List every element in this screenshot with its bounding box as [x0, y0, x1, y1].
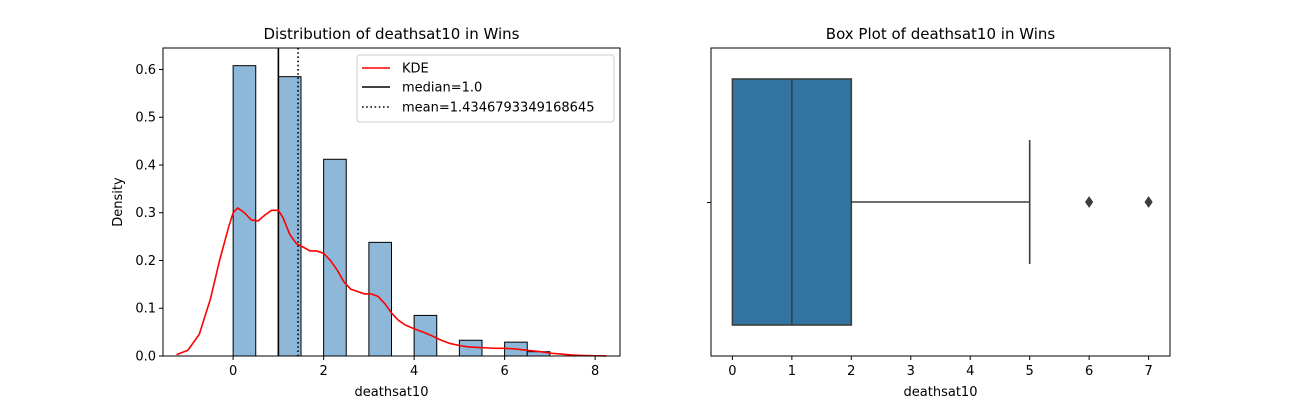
histogram-y-tick-label: 0.5 — [135, 111, 156, 126]
outlier-point — [1144, 196, 1153, 208]
legend: KDE median=1.0 mean=1.4346793349168645 — [356, 54, 615, 123]
boxplot-x-tick-label: 7 — [1144, 364, 1152, 379]
histogram-x-axis-label: deathsat10 — [355, 385, 429, 400]
histogram-y-tick-label: 0.3 — [135, 206, 156, 221]
boxplot-x-tick-label: 2 — [847, 364, 855, 379]
histogram-title: Distribution of deathsat10 in Wins — [263, 25, 519, 43]
histogram-y-axis-label: Density — [111, 177, 126, 227]
boxplot-x-ticks: 0 1 2 3 4 5 6 7 — [728, 356, 1153, 379]
histogram-y-tick-label: 0.1 — [135, 302, 156, 317]
boxplot-x-tick-label: 0 — [728, 364, 736, 379]
boxplot-x-tick-label: 1 — [788, 364, 796, 379]
histogram-axes-frame — [162, 47, 621, 357]
histogram-y-tick-label: 0.2 — [135, 254, 156, 269]
histogram-y-tick-label: 0.6 — [135, 63, 156, 78]
boxplot-x-axis-label: deathsat10 — [904, 385, 978, 400]
legend-mean-label: mean=1.4346793349168645 — [402, 101, 595, 116]
boxplot-x-tick-label: 3 — [907, 364, 915, 379]
histogram-y-ticks: 0.0 0.1 0.2 0.3 0.4 0.5 0.6 — [135, 63, 163, 365]
histogram-bars — [232, 65, 551, 357]
histogram-panel: Distribution of deathsat10 in Wins 0 2 4 6 8… — [111, 25, 621, 400]
histogram-x-tick-label: 0 — [229, 364, 237, 379]
boxplot-x-tick-label: 6 — [1085, 364, 1093, 379]
histogram-y-tick-label: 0.4 — [135, 158, 156, 173]
histogram-x-tick-label: 6 — [500, 364, 508, 379]
histogram-y-tick-label: 0.0 — [135, 350, 156, 365]
legend-frame — [356, 54, 615, 123]
histogram-x-tick-label: 4 — [410, 364, 418, 379]
histogram-x-tick-label: 8 — [591, 364, 599, 379]
legend-kde-label: KDE — [402, 62, 429, 77]
legend-median-label: median=1.0 — [402, 81, 482, 96]
kde-line — [176, 206, 607, 357]
boxplot-marks — [731, 78, 1153, 326]
histogram-x-ticks: 0 2 4 6 8 — [229, 356, 599, 379]
boxplot-x-tick-label: 5 — [1026, 364, 1034, 379]
reference-lines — [277, 48, 299, 356]
histogram-bar — [232, 65, 257, 357]
outlier-point — [1085, 196, 1094, 208]
histogram-x-tick-label: 2 — [319, 364, 327, 379]
boxplot-x-tick-label: 4 — [966, 364, 974, 379]
boxplot-title: Box Plot of deathsat10 in Wins — [826, 25, 1056, 43]
